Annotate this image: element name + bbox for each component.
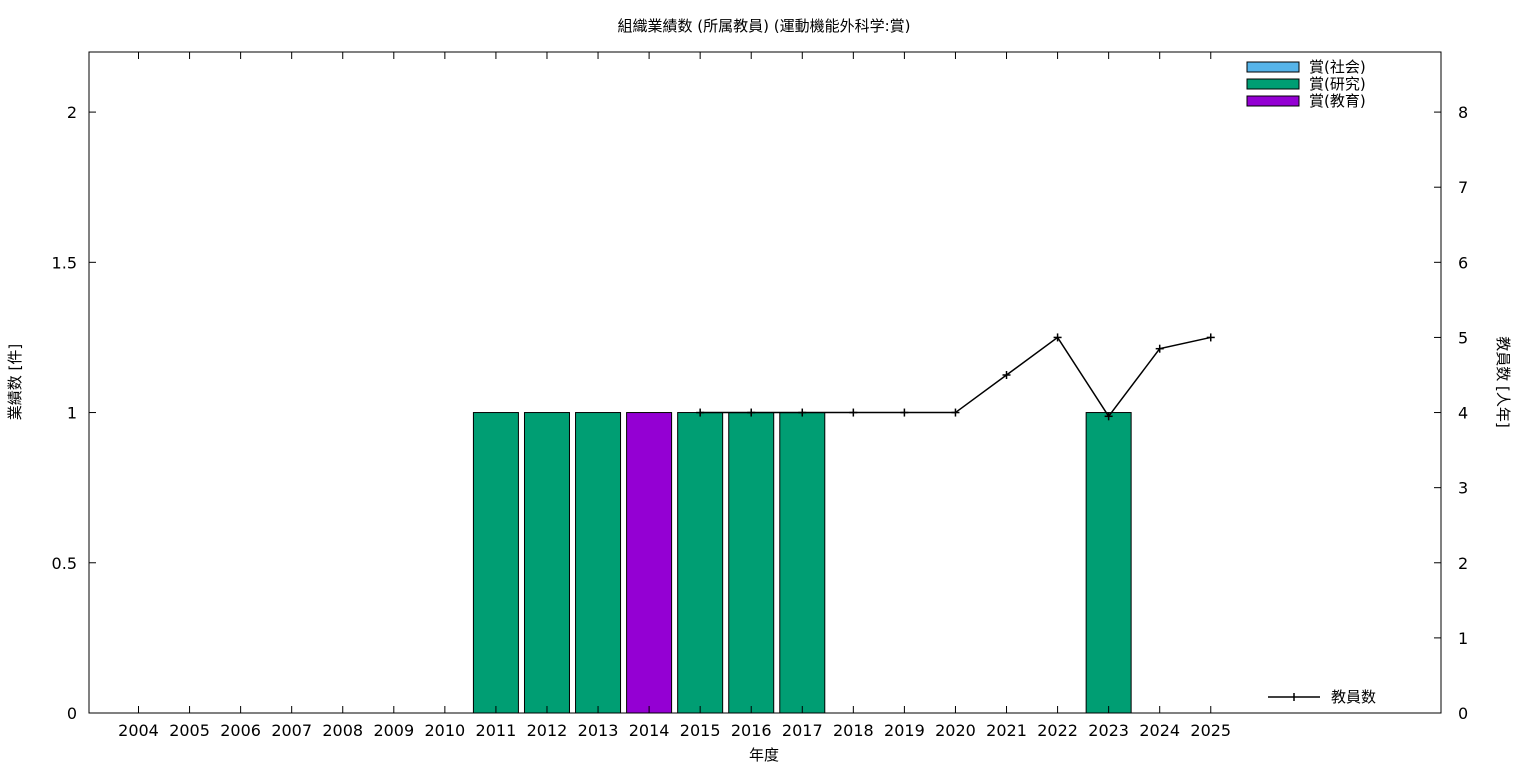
- x-tick-label-2019: 2019: [884, 721, 925, 740]
- x-tick-label-2008: 2008: [322, 721, 363, 740]
- x-tick-label-2015: 2015: [680, 721, 721, 740]
- teacher-count-point-2020: [951, 408, 960, 417]
- x-tick-label-2010: 2010: [425, 721, 466, 740]
- x-tick-label-2012: 2012: [527, 721, 568, 740]
- y2-tick-label-5: 5: [1458, 328, 1468, 347]
- teacher-count-point-2023: [1104, 412, 1113, 421]
- teacher-count-line: [700, 336, 1211, 418]
- ticks-layer: 2004 2005 2006 2007 2008 2009 2010 2011 2012 2013…: [52, 52, 1468, 740]
- bar-2013-s1: [575, 412, 622, 714]
- bar-2011-s1: [472, 412, 519, 714]
- teacher-count-point-2022: [1053, 333, 1062, 342]
- bar-2014-s2: [626, 412, 673, 714]
- legend-swatch-1: [1246, 78, 1300, 90]
- x-tick-label-2009: 2009: [373, 721, 414, 740]
- x-tick-label-2016: 2016: [731, 721, 772, 740]
- bar-2017-s1: [779, 412, 826, 714]
- x-tick-label-2013: 2013: [578, 721, 619, 740]
- bar-2023-s1: [1085, 412, 1132, 714]
- y-tick-label-1: 1: [67, 404, 77, 423]
- x-tick-label-2018: 2018: [833, 721, 874, 740]
- teacher-count-point-2025: [1206, 333, 1215, 342]
- y2-tick-label-1: 1: [1458, 629, 1468, 648]
- x-tick-label-2023: 2023: [1088, 721, 1129, 740]
- teacher-count-point-2017: [798, 408, 807, 417]
- legend-line-label: 教員数: [1331, 688, 1376, 706]
- x-tick-label-2017: 2017: [782, 721, 823, 740]
- x-tick-label-2007: 2007: [271, 721, 312, 740]
- teacher-count-point-2016: [747, 408, 756, 417]
- y2-tick-label-4: 4: [1458, 404, 1468, 423]
- legend-label-0: 賞(社会): [1309, 58, 1366, 76]
- y-tick-label-0.5: 0.5: [52, 554, 77, 573]
- x-axis-title: 年度: [749, 746, 779, 764]
- x-tick-label-2020: 2020: [935, 721, 976, 740]
- y-tick-label-2: 2: [67, 103, 77, 122]
- x-tick-label-2004: 2004: [118, 721, 159, 740]
- y2-axis-title: 教員数 [人年]: [1494, 336, 1512, 427]
- x-tick-label-2024: 2024: [1139, 721, 1180, 740]
- bar-2016-s1: [728, 412, 775, 714]
- teacher-count-point-2018: [849, 408, 858, 417]
- y-tick-label-0: 0: [67, 704, 77, 723]
- legend: 賞(社会)賞(研究)賞(教育) 教員数: [1246, 58, 1376, 706]
- line-layer: [696, 333, 1215, 421]
- x-tick-label-2011: 2011: [476, 721, 517, 740]
- legend-label-1: 賞(研究): [1309, 75, 1366, 93]
- y2-tick-label-3: 3: [1458, 479, 1468, 498]
- teacher-count-point-2015: [696, 408, 705, 417]
- y2-tick-label-6: 6: [1458, 253, 1468, 272]
- y2-tick-label-0: 0: [1458, 704, 1468, 723]
- y-axis-title: 業績数 [件]: [6, 344, 24, 420]
- legend-label-2: 賞(教育): [1309, 92, 1366, 110]
- bar-2015-s1: [677, 412, 724, 714]
- legend-swatch-2: [1246, 95, 1300, 107]
- y2-tick-label-7: 7: [1458, 178, 1468, 197]
- x-tick-label-2014: 2014: [629, 721, 670, 740]
- teacher-count-point-2021: [1002, 370, 1011, 379]
- bar-2012-s1: [523, 412, 570, 714]
- teacher-count-point-2024: [1155, 344, 1164, 353]
- y-tick-label-1.5: 1.5: [52, 253, 77, 272]
- chart-title: 組織業績数 (所属教員) (運動機能外科学:賞): [618, 17, 911, 35]
- x-tick-label-2025: 2025: [1190, 721, 1231, 740]
- bars-layer: [472, 412, 1132, 714]
- x-tick-label-2022: 2022: [1037, 721, 1078, 740]
- teacher-count-point-2019: [900, 408, 909, 417]
- x-tick-label-2006: 2006: [220, 721, 261, 740]
- x-tick-label-2021: 2021: [986, 721, 1027, 740]
- y2-tick-label-2: 2: [1458, 554, 1468, 573]
- legend-swatch-0: [1246, 61, 1300, 73]
- x-tick-label-2005: 2005: [169, 721, 210, 740]
- y2-tick-label-8: 8: [1458, 103, 1468, 122]
